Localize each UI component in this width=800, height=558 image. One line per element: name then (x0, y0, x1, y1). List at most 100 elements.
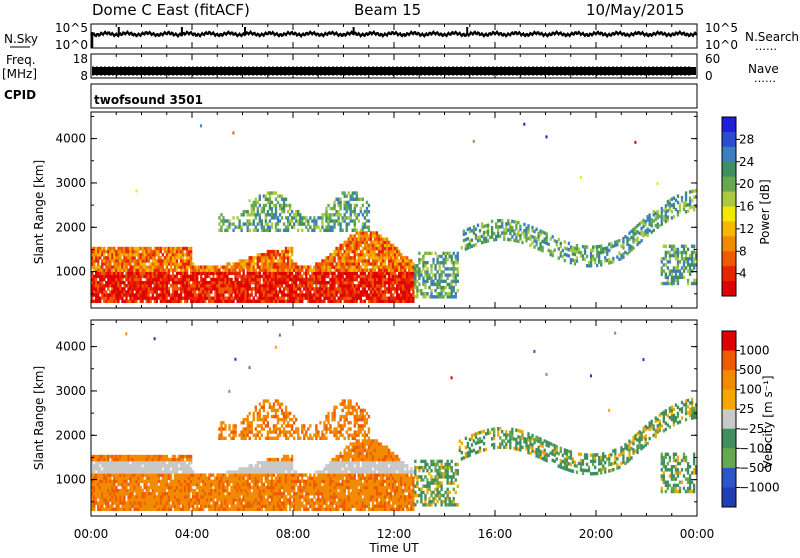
range-cell (329, 219, 331, 222)
range-cell (255, 262, 257, 265)
range-cell (129, 473, 131, 476)
range-cell (178, 480, 180, 483)
colorbar-swatch (722, 117, 736, 132)
range-cell (117, 473, 119, 476)
range-cell (168, 470, 170, 473)
range-cell (107, 467, 109, 470)
range-cell (380, 290, 382, 293)
range-cell (329, 259, 331, 262)
range-cell (152, 455, 154, 458)
range-cell (273, 293, 275, 296)
range-cell (580, 251, 582, 254)
range-cell (101, 281, 103, 284)
range-cell (368, 300, 370, 303)
range-cell (196, 498, 198, 501)
range-cell (188, 253, 190, 256)
range-cell (275, 256, 277, 259)
range-cell (251, 272, 253, 275)
range-cell (137, 495, 139, 498)
range-cell (689, 263, 691, 266)
range-cell (354, 275, 356, 278)
range-cell (269, 265, 271, 268)
range-cell (358, 247, 360, 250)
range-cell (156, 296, 158, 299)
range-cell (350, 284, 352, 287)
range-cell (129, 467, 131, 470)
range-cell (204, 278, 206, 281)
range-cell (333, 213, 335, 216)
range-cell (297, 293, 299, 296)
range-cell (113, 296, 115, 299)
range-cell (665, 263, 667, 266)
range-cell (261, 265, 263, 268)
range-cell (372, 244, 374, 247)
range-cell (293, 290, 295, 293)
range-cell (350, 237, 352, 240)
range-cell (115, 272, 117, 275)
range-cell (269, 284, 271, 287)
range-cell (265, 296, 267, 299)
range-cell (370, 256, 372, 259)
range-cell (287, 284, 289, 287)
range-cell (119, 290, 121, 293)
range-cell (346, 194, 348, 197)
range-cell (148, 501, 150, 504)
range-cell (162, 477, 164, 480)
range-cell (210, 287, 212, 290)
range-cell (350, 210, 352, 213)
range-cell (243, 489, 245, 492)
range-cell (418, 289, 420, 292)
range-cell (301, 300, 303, 303)
range-cell (245, 210, 247, 213)
freq-label-line1: Freq. (6, 53, 36, 67)
range-cell (156, 253, 158, 256)
range-cell (216, 281, 218, 284)
range-cell (610, 242, 612, 245)
range-cell (315, 262, 317, 265)
range-cell (281, 284, 283, 287)
range-cell (253, 275, 255, 278)
range-cell (323, 293, 325, 296)
range-cell (362, 222, 364, 225)
range-cell (382, 300, 384, 303)
range-cell (174, 275, 176, 278)
range-cell (469, 245, 471, 248)
range-cell (204, 473, 206, 476)
range-cell (319, 262, 321, 265)
colorbar-swatch (722, 251, 736, 266)
range-cell (230, 269, 232, 272)
range-cell (186, 455, 188, 458)
range-cell (230, 278, 232, 281)
range-cell (366, 284, 368, 287)
range-cell (687, 282, 689, 285)
range-cell (190, 473, 192, 476)
range-cell (406, 300, 408, 303)
range-cell (350, 241, 352, 244)
range-cell (249, 262, 251, 265)
range-cell (99, 247, 101, 250)
range-cell (200, 287, 202, 290)
range-cell (117, 504, 119, 507)
range-cell (341, 244, 343, 247)
range-cell (372, 265, 374, 268)
range-cell (663, 263, 665, 266)
range-cell (295, 284, 297, 287)
range-cell (218, 504, 220, 507)
range-cell (95, 253, 97, 256)
range-cell (281, 269, 283, 272)
range-cell (164, 278, 166, 281)
range-cell (348, 241, 350, 244)
range-cell (374, 275, 376, 278)
range-cell (388, 262, 390, 265)
range-cell (95, 492, 97, 495)
range-tick-label: 3000 (55, 176, 86, 190)
range-cell (291, 293, 293, 296)
range-cell (667, 219, 669, 222)
range-cell (121, 290, 123, 293)
range-cell (374, 247, 376, 250)
range-cell (101, 483, 103, 486)
range-cell (275, 293, 277, 296)
range-cell (123, 262, 125, 265)
range-cell (190, 501, 192, 504)
freq-ytick-top: 18 (73, 52, 88, 66)
